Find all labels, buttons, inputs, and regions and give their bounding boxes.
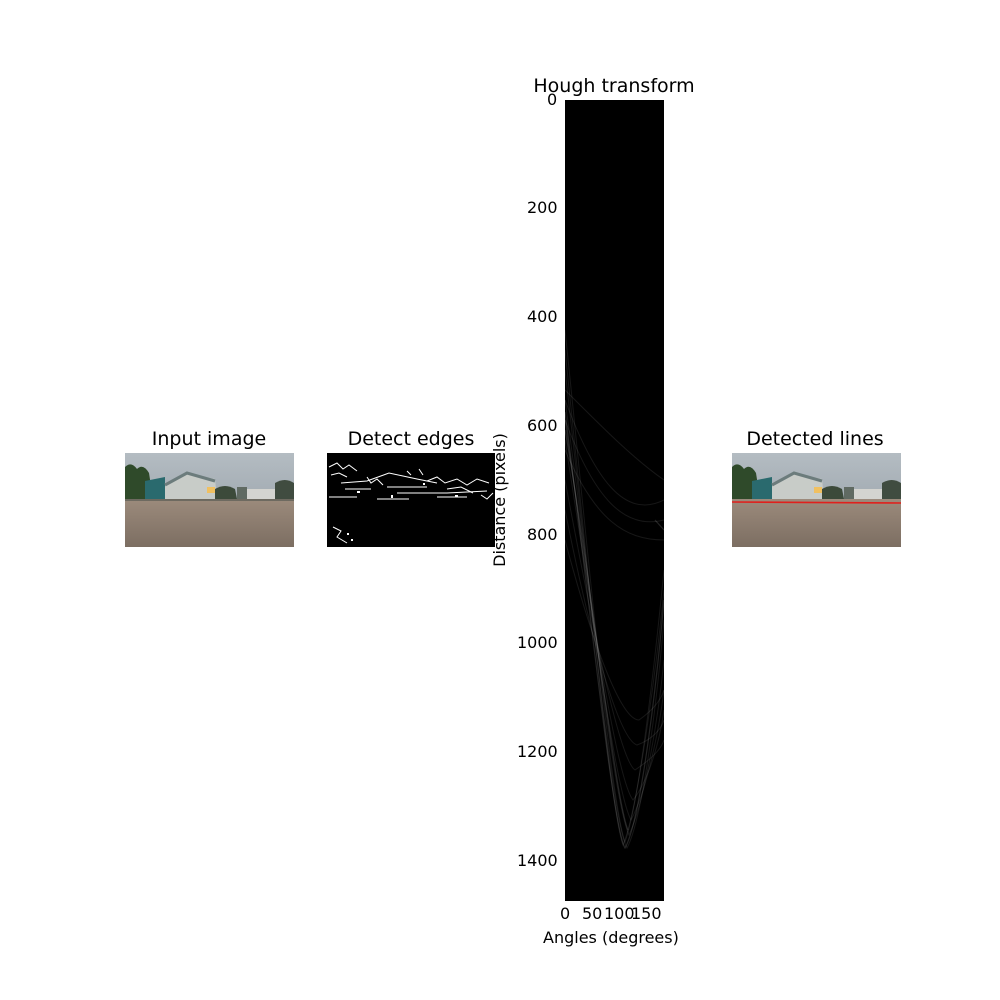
input-image [125, 453, 294, 547]
x-axis-label: Angles (degrees) [543, 928, 679, 947]
detect-edges-title: Detect edges [347, 428, 475, 450]
y-axis-label: Distance (pixels) [490, 433, 509, 567]
hough-accumulator [565, 329, 664, 850]
x-tick-label: 50 [582, 904, 603, 923]
x-tick-label: 150 [631, 904, 662, 923]
y-tick-label: 1000 [517, 633, 558, 652]
hough-heatmap [565, 100, 664, 901]
detected-lines-image [732, 453, 901, 547]
y-tick-label: 200 [527, 198, 558, 217]
x-tick-label: 0 [560, 904, 571, 923]
house-photo [125, 453, 294, 547]
input-image-title: Input image [151, 428, 267, 450]
detected-lines-title: Detected lines [746, 428, 884, 450]
house-photo-with-lines [732, 453, 901, 547]
hough-title: Hough transform [533, 75, 695, 97]
detected-line [732, 501, 901, 504]
x-tick-label: 100 [604, 904, 635, 923]
y-tick-label: 1200 [517, 742, 558, 761]
y-tick-label: 600 [527, 416, 558, 435]
y-tick-label: 0 [547, 90, 558, 109]
y-tick-label: 1400 [517, 851, 558, 870]
edge-image [327, 453, 495, 547]
y-tick-label: 800 [527, 525, 558, 544]
edge-map [328, 462, 494, 544]
y-tick-label: 400 [527, 307, 558, 326]
